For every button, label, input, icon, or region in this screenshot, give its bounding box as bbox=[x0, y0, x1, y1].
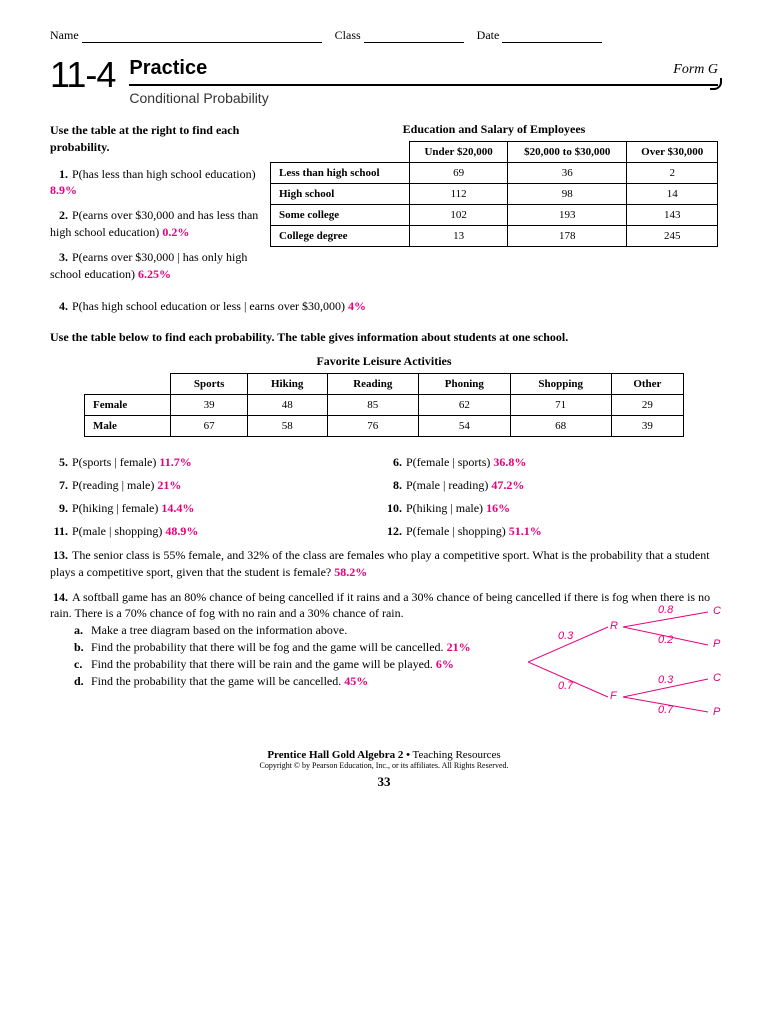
question-3: 3.P(earns over $30,000 | has only high s… bbox=[50, 249, 260, 283]
tree-svg bbox=[528, 607, 728, 717]
leisure-table: Sports Hiking Reading Phoning Shopping O… bbox=[84, 373, 684, 437]
answer-1: 8.9% bbox=[50, 183, 77, 197]
table-row: High school 112 98 14 bbox=[271, 184, 718, 205]
practice-subtitle: Conditional Probability bbox=[129, 90, 718, 106]
table-row: Male 67 58 76 54 68 39 bbox=[85, 415, 684, 436]
answer-2: 0.2% bbox=[162, 225, 189, 239]
answer-3: 6.25% bbox=[138, 267, 171, 281]
question-1: 1.P(has less than high school education)… bbox=[50, 166, 260, 200]
question-13: 13.The senior class is 55% female, and 3… bbox=[50, 547, 718, 581]
class-label: Class bbox=[335, 28, 361, 43]
table-row: Some college 102 193 143 bbox=[271, 205, 718, 226]
name-label: Name bbox=[50, 28, 79, 43]
question-12: 12.P(female | shopping) 51.1% bbox=[384, 524, 718, 539]
name-blank[interactable] bbox=[82, 30, 322, 43]
table-row: College degree 13 178 245 bbox=[271, 226, 718, 247]
tree-diagram: 0.3 0.7 R F 0.8 0.2 0.3 0.7 C P C P bbox=[528, 607, 728, 717]
question-14: 14.A softball game has an 80% chance of … bbox=[50, 589, 718, 690]
date-label: Date bbox=[477, 28, 500, 43]
worksheet-header: Name Class Date bbox=[50, 28, 718, 43]
question-7: 7.P(reading | male) 21% bbox=[50, 478, 384, 493]
chapter-number: 11-4 bbox=[50, 57, 115, 93]
question-8: 8.P(male | reading) 47.2% bbox=[384, 478, 718, 493]
question-10: 10.P(hiking | male) 16% bbox=[384, 501, 718, 516]
answer-4: 4% bbox=[348, 299, 366, 313]
table-row: Less than high school 69 36 2 bbox=[271, 163, 718, 184]
form-label: Form G bbox=[673, 62, 718, 80]
salary-table: Under $20,000 $20,000 to $30,000 Over $3… bbox=[270, 141, 718, 247]
question-2: 2.P(earns over $30,000 and has less than… bbox=[50, 207, 260, 241]
footer: Prentice Hall Gold Algebra 2 • Teaching … bbox=[50, 749, 718, 790]
instructions-2: Use the table below to find each probabi… bbox=[50, 329, 718, 346]
page-number: 33 bbox=[50, 774, 718, 790]
class-blank[interactable] bbox=[364, 30, 464, 43]
table2-title: Favorite Leisure Activities bbox=[84, 354, 684, 369]
instructions-1: Use the table at the right to find each … bbox=[50, 122, 260, 156]
practice-title: Practice bbox=[129, 57, 207, 80]
question-11: 11.P(male | shopping) 48.9% bbox=[50, 524, 384, 539]
table1-title: Education and Salary of Employees bbox=[270, 122, 718, 137]
question-6: 6.P(female | sports) 36.8% bbox=[384, 455, 718, 470]
practice-header: 11-4 Practice Form G Conditional Probabi… bbox=[50, 57, 718, 106]
table-row: Female 39 48 85 62 71 29 bbox=[85, 394, 684, 415]
date-blank[interactable] bbox=[502, 30, 602, 43]
answer-13: 58.2% bbox=[334, 565, 367, 579]
question-4: 4.P(has high school education or less | … bbox=[50, 298, 718, 315]
question-9: 9.P(hiking | female) 14.4% bbox=[50, 501, 384, 516]
question-5: 5.P(sports | female) 11.7% bbox=[50, 455, 384, 470]
